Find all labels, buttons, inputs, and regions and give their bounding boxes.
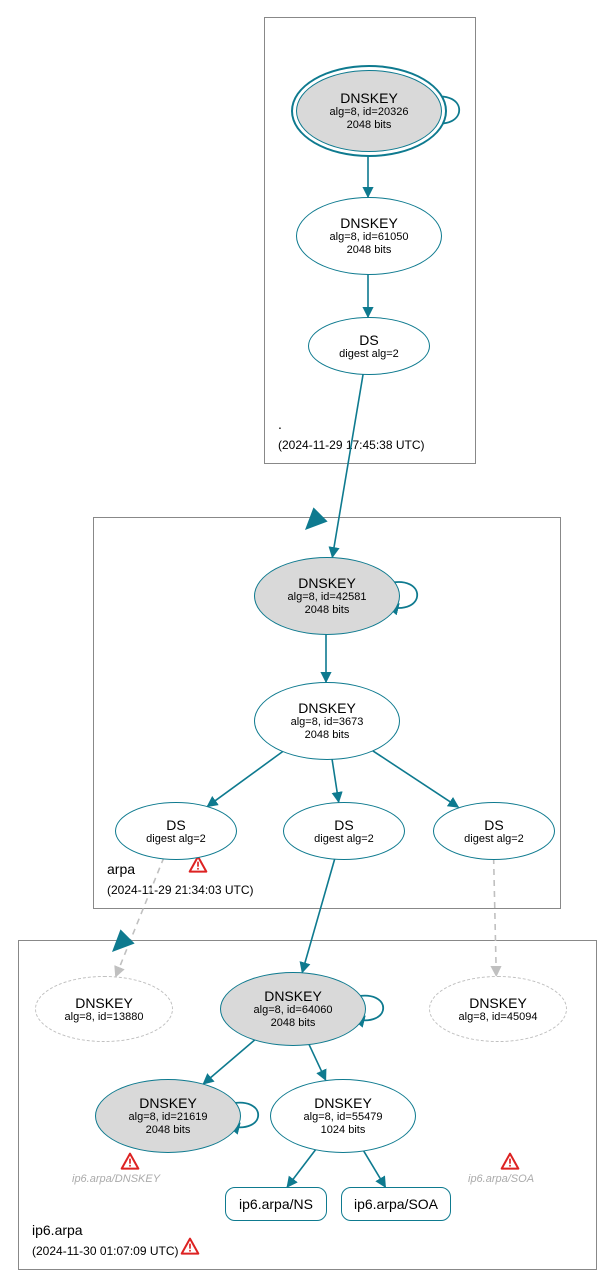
node-line2: alg=8, id=61050 [330, 231, 409, 244]
node-rr_soa: ip6.arpa/SOA [341, 1187, 451, 1221]
warning-icon [120, 1152, 140, 1172]
node-title: ip6.arpa/NS [239, 1196, 313, 1212]
node-ds_root: DSdigest alg=2 [308, 317, 430, 375]
node-line3: 2048 bits [146, 1124, 191, 1137]
node-line3: 2048 bits [347, 244, 392, 257]
node-title: DNSKEY [75, 995, 133, 1011]
warning-icon [500, 1152, 520, 1172]
node-line2: alg=8, id=64060 [254, 1004, 333, 1017]
ghost-label-right: ip6.arpa/SOA [468, 1173, 534, 1185]
node-title: DS [484, 817, 503, 833]
node-line3: 2048 bits [305, 604, 350, 617]
zone-label-root: . [278, 416, 282, 432]
node-title: ip6.arpa/SOA [354, 1196, 438, 1212]
node-line2: digest alg=2 [464, 833, 524, 846]
node-line2: digest alg=2 [339, 348, 399, 361]
node-rr_ns: ip6.arpa/NS [225, 1187, 327, 1221]
node-line2: alg=8, id=55479 [304, 1111, 383, 1124]
node-line3: 2048 bits [305, 729, 350, 742]
node-title: DNSKEY [469, 995, 527, 1011]
node-title: DS [166, 817, 185, 833]
node-line2: digest alg=2 [314, 833, 374, 846]
node-line2: alg=8, id=42581 [288, 591, 367, 604]
node-dnskey_ip6_unknown_l: DNSKEYalg=8, id=13880 [35, 976, 173, 1042]
node-dnskey_ip6_55479: DNSKEYalg=8, id=554791024 bits [270, 1079, 416, 1153]
node-title: DNSKEY [340, 90, 398, 106]
node-dnskey_root_zsk: DNSKEYalg=8, id=610502048 bits [296, 197, 442, 275]
node-dnskey_ip6_ksk: DNSKEYalg=8, id=640602048 bits [220, 972, 366, 1046]
node-dnskey_ip6_21619: DNSKEYalg=8, id=216192048 bits [95, 1079, 241, 1153]
node-ds_arpa_r: DSdigest alg=2 [433, 802, 555, 860]
node-ds_arpa_l: DSdigest alg=2 [115, 802, 237, 860]
zone-label-arpa: arpa [107, 861, 135, 877]
node-line2: alg=8, id=21619 [129, 1111, 208, 1124]
zone-timestamp-root: (2024-11-29 17:45:38 UTC) [278, 438, 425, 452]
ghost-label-left: ip6.arpa/DNSKEY [72, 1173, 160, 1185]
node-title: DS [359, 332, 378, 348]
node-line2: alg=8, id=13880 [65, 1011, 144, 1024]
node-line3: 2048 bits [271, 1017, 316, 1030]
node-ds_arpa_m: DSdigest alg=2 [283, 802, 405, 860]
node-line2: alg=8, id=3673 [291, 716, 364, 729]
node-title: DNSKEY [298, 700, 356, 716]
node-title: DNSKEY [139, 1095, 197, 1111]
node-title: DNSKEY [340, 215, 398, 231]
node-line3: 2048 bits [347, 119, 392, 132]
zone-label-ip6arpa: ip6.arpa [32, 1222, 83, 1238]
node-line3: 1024 bits [321, 1124, 366, 1137]
warning-icon [180, 1237, 200, 1257]
node-dnskey_arpa_zsk: DNSKEYalg=8, id=36732048 bits [254, 682, 400, 760]
node-line2: alg=8, id=45094 [459, 1011, 538, 1024]
node-title: DNSKEY [314, 1095, 372, 1111]
node-title: DNSKEY [298, 575, 356, 591]
node-dnskey_ip6_unknown_r: DNSKEYalg=8, id=45094 [429, 976, 567, 1042]
node-line2: digest alg=2 [146, 833, 206, 846]
zone-timestamp-ip6arpa: (2024-11-30 01:07:09 UTC) [32, 1244, 179, 1258]
node-title: DNSKEY [264, 988, 322, 1004]
node-title: DS [334, 817, 353, 833]
node-line2: alg=8, id=20326 [330, 106, 409, 119]
zone-timestamp-arpa: (2024-11-29 21:34:03 UTC) [107, 883, 254, 897]
node-dnskey_arpa_ksk: DNSKEYalg=8, id=425812048 bits [254, 557, 400, 635]
node-dnskey_root_ksk: DNSKEYalg=8, id=203262048 bits [296, 70, 442, 152]
